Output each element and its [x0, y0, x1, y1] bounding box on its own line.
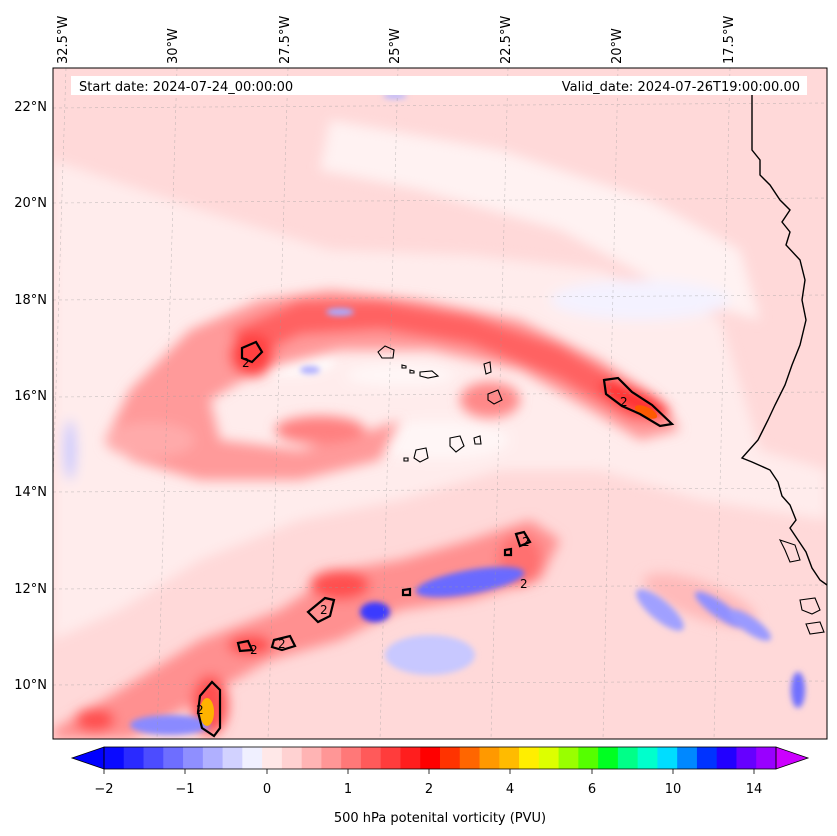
start-date-label: Start date: 2024-07-24_00:00:00: [79, 80, 293, 95]
colorbar-segment: [598, 747, 619, 769]
colorbar-segment: [459, 747, 481, 769]
latitude-labels: 22°N 20°N 18°N 16°N 14°N 12°N 10°N: [14, 100, 47, 693]
colorbar-segment: [677, 747, 698, 769]
contour-label: 2: [196, 703, 204, 717]
lat-label: 16°N: [14, 389, 47, 404]
colorbar-segment: [104, 747, 125, 769]
lon-label: 25°W: [388, 28, 403, 64]
longitude-labels: 32.5°W 30°W 27.5°W 25°W 22.5°W 20°W 17.5…: [56, 16, 737, 64]
colorbar-segment: [420, 747, 441, 769]
lon-label: 17.5°W: [722, 16, 737, 64]
colorbar-tick-label: 0: [263, 782, 271, 797]
colorbar: −2 −1 0 1 2 4 6 10 14 500 hPa potenital …: [70, 746, 810, 826]
colorbar-ticks: −2 −1 0 1 2 4 6 10 14: [94, 769, 762, 797]
colorbar-segment: [736, 747, 757, 769]
colorbar-title: 500 hPa potenital vorticity (PVU): [334, 811, 546, 826]
colorbar-segment: [222, 747, 243, 769]
colorbar-tick-label: −1: [175, 782, 194, 797]
pv-maximum-core-2: [634, 405, 658, 419]
lon-label: 27.5°W: [278, 16, 293, 64]
contour-label: 2: [242, 356, 250, 370]
valid-date-label: Valid_date: 2024-07-26T19:00:00.00: [562, 80, 800, 95]
colorbar-segment: [499, 747, 520, 769]
colorbar-segment: [696, 747, 718, 769]
colorbar-segment: [657, 747, 678, 769]
african-coastline: [740, 95, 827, 586]
lon-label: 20°W: [610, 28, 625, 64]
colorbar-segment: [380, 747, 401, 769]
colorbar-segment: [756, 747, 777, 769]
map-frame: [52, 67, 828, 740]
pv-2-contours: [196, 340, 675, 738]
colorbar-segment: [301, 747, 322, 769]
colorbar-segment: [242, 747, 263, 769]
colorbar-segment: [123, 747, 145, 769]
date-header-band: [71, 76, 807, 95]
graticule: [53, 68, 827, 739]
colorbar-tick-label: 2: [425, 782, 433, 797]
pv-maximum-core: [200, 698, 214, 726]
colorbar-segment: [183, 747, 204, 769]
colorbar-segment: [262, 747, 283, 769]
contour-labels: 2 2 2 2 2 2 2 2: [196, 356, 628, 717]
colorbar-over-arrow: [775, 746, 810, 770]
pv-field-high: [105, 290, 680, 480]
colorbar-segment: [519, 747, 540, 769]
contour-label: 2: [520, 577, 528, 591]
colorbar-segment: [143, 747, 164, 769]
colorbar-frame: [103, 746, 777, 770]
lat-label: 22°N: [14, 100, 47, 115]
colorbar-tick-label: −2: [94, 782, 113, 797]
colorbar-tick-label: 4: [506, 782, 514, 797]
colorbar-segment: [400, 747, 421, 769]
colorbar-tick-label: 6: [588, 782, 596, 797]
colorbar-segment: [538, 747, 560, 769]
colorbar-segment: [617, 747, 639, 769]
island-outlines: [377, 345, 503, 463]
colorbar-segment: [202, 747, 224, 769]
contour-label: 2: [320, 603, 328, 617]
colorbar-segment: [558, 747, 579, 769]
colorbar-segment: [341, 747, 362, 769]
lat-label: 14°N: [14, 485, 47, 500]
colorbar-segment: [637, 747, 658, 769]
colorbar-segment: [440, 747, 461, 769]
colorbar-segment: [360, 747, 382, 769]
contour-label: 2: [250, 643, 258, 657]
contour-label: 2: [522, 535, 530, 549]
lon-label: 32.5°W: [56, 16, 71, 64]
colorbar-segment: [479, 747, 500, 769]
colorbar-segment: [716, 747, 737, 769]
lat-label: 20°N: [14, 196, 47, 211]
lat-label: 18°N: [14, 293, 47, 308]
contour-label: 2: [620, 395, 628, 409]
colorbar-segment: [281, 747, 303, 769]
colorbar-segment: [321, 747, 342, 769]
map-panel: 2 2 2 2 2 2 2 2 Start date: 2024-07-24_0…: [53, 68, 827, 739]
colorbar-tick-label: 14: [746, 782, 763, 797]
colorbar-segments: [104, 747, 777, 769]
lat-label: 12°N: [14, 582, 47, 597]
lon-label: 30°W: [166, 28, 181, 64]
colorbar-tick-label: 10: [665, 782, 682, 797]
colorbar-under-arrow: [70, 746, 105, 770]
lon-label: 22.5°W: [499, 16, 514, 64]
contour-label: 2: [278, 637, 286, 651]
colorbar-segment: [163, 747, 184, 769]
colorbar-segment: [578, 747, 599, 769]
african-coastline-2: [778, 539, 825, 635]
colorbar-tick-label: 1: [344, 782, 352, 797]
lat-label: 10°N: [14, 678, 47, 693]
